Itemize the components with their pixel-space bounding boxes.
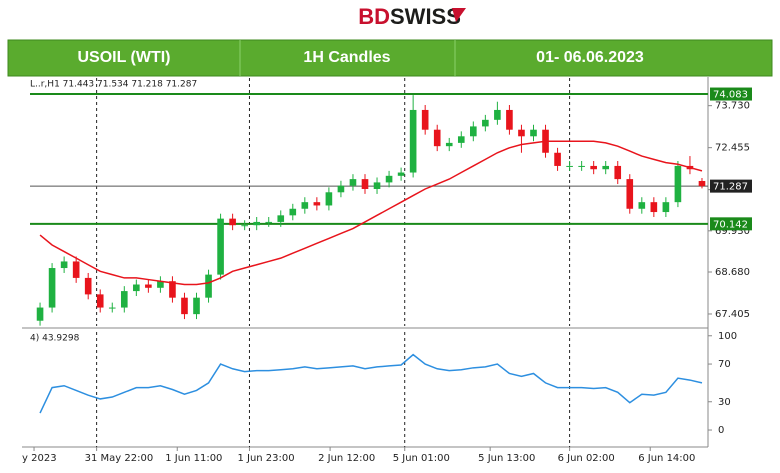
rsi-label: 4) 43.9298 <box>30 334 80 344</box>
x-tick-label: 1 Jun 23:00 <box>237 453 294 464</box>
candle-body <box>578 165 585 167</box>
candle-body <box>181 297 188 315</box>
header-dates: 01- 06.06.2023 <box>536 49 644 66</box>
level-box <box>710 87 752 101</box>
y-tick-label: 69.930 <box>715 226 750 237</box>
moving-average <box>39 140 703 286</box>
candle-body <box>590 165 597 170</box>
candle-body <box>638 202 646 209</box>
candle-body <box>602 165 610 170</box>
candle-body <box>445 142 453 147</box>
candle-body <box>457 136 465 143</box>
level-box <box>710 217 752 231</box>
x-tick-label: 1 Jun 11:00 <box>165 453 222 464</box>
y-tick-label: 70 <box>718 359 731 370</box>
candle-body <box>614 165 622 180</box>
candle-body <box>373 182 381 189</box>
level-label: 71.287 <box>713 182 748 193</box>
level-box <box>710 179 752 193</box>
candle-body <box>674 165 682 203</box>
x-tick-label: 31 May 22:00 <box>85 453 154 464</box>
candle-body <box>133 284 140 292</box>
candle-body <box>349 179 357 186</box>
y-tick-label: 30 <box>718 397 731 408</box>
logo-mark <box>452 8 466 22</box>
candle-body <box>193 297 200 315</box>
level-label: 70.142 <box>713 219 748 230</box>
x-tick-label: y 2023 <box>22 453 57 464</box>
candle-body <box>72 261 80 278</box>
candle-body <box>650 202 658 213</box>
candle-body <box>229 218 236 226</box>
candle-body <box>626 179 634 209</box>
candle-body <box>313 202 321 206</box>
candle-body <box>108 307 116 309</box>
candle-body <box>337 185 345 193</box>
level-label: 74.083 <box>713 90 748 101</box>
candle-body <box>494 109 501 120</box>
y-tick-label: 73.730 <box>715 101 750 112</box>
y-tick-label: 68.680 <box>715 267 750 278</box>
x-tick-label: 6 Jun 02:00 <box>558 453 615 464</box>
candle-body <box>385 175 393 183</box>
candle-body <box>554 152 561 166</box>
header-symbol: USOIL (WTI) <box>77 49 170 66</box>
candle-body <box>253 221 260 226</box>
candle-body <box>325 192 333 206</box>
candle-body <box>169 281 176 298</box>
x-tick-label: 5 Jun 13:00 <box>478 453 535 464</box>
candle-body <box>409 109 417 173</box>
y-tick-label: 72.455 <box>715 143 750 154</box>
candle-body <box>36 307 44 321</box>
candle-body <box>433 129 441 147</box>
candle-body <box>265 221 273 223</box>
ohlc-label: L..r,H1 71.443 71.534 71.218 71.287 <box>30 80 197 90</box>
y-tick-label: 0 <box>718 425 724 436</box>
candle-body <box>277 215 285 222</box>
candle-body <box>145 284 152 288</box>
candle-body <box>518 129 525 137</box>
candle-body <box>301 202 309 209</box>
logo-second: SWISS <box>390 4 461 29</box>
candle-body <box>470 126 477 137</box>
candle-body <box>217 218 224 275</box>
candle-body <box>361 179 369 189</box>
x-tick-label: 5 Jun 01:00 <box>393 453 450 464</box>
header-bar <box>7 39 773 77</box>
header-timeframe: 1H Candles <box>303 49 390 66</box>
candle-body <box>662 202 670 213</box>
candle-body <box>205 274 212 298</box>
candle-body <box>506 109 513 130</box>
candle-body <box>48 268 56 308</box>
rsi-line <box>39 353 703 414</box>
candle-body <box>120 291 128 308</box>
x-tick-label: 2 Jun 12:00 <box>318 453 375 464</box>
candle-body <box>241 225 248 227</box>
candle-body <box>566 165 573 167</box>
candle-body <box>96 294 104 308</box>
candle-body <box>482 119 489 127</box>
candle-body <box>289 208 297 216</box>
candle-body <box>421 109 429 130</box>
y-tick-label: 67.405 <box>715 309 750 320</box>
candle-body <box>84 277 92 295</box>
candle-body <box>530 129 537 137</box>
candle-body <box>60 261 68 269</box>
y-tick-label: 100 <box>718 331 737 342</box>
candle-body <box>397 172 405 176</box>
logo-first: BD <box>358 4 390 29</box>
x-tick-label: 6 Jun 14:00 <box>638 453 695 464</box>
candle-body <box>157 281 164 288</box>
candle-body <box>698 180 706 187</box>
